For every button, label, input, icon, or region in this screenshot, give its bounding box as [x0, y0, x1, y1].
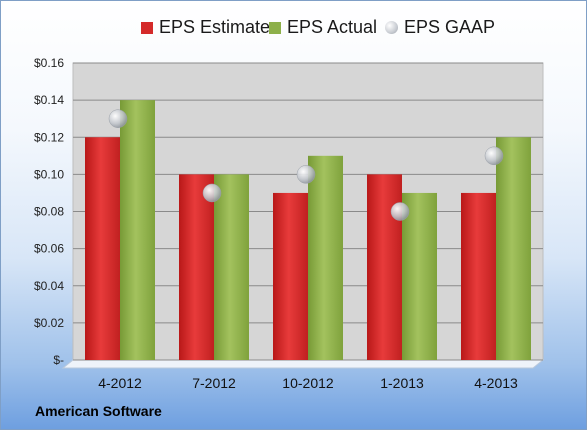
x-tick-label: 4-2013 — [474, 375, 518, 391]
y-tick-label: $- — [53, 353, 64, 367]
legend-label-eps-estimate: EPS Estimate — [159, 17, 271, 37]
y-tick-label: $0.16 — [34, 56, 64, 70]
bar-eps-actual — [120, 100, 155, 360]
x-tick-label: 1-2013 — [380, 375, 424, 391]
chart-plot: $0.16 $0.14 $0.12 $0.10 $0.08 $0.06 $0.04 $0.02… — [34, 56, 545, 391]
bar-eps-actual — [308, 155, 343, 360]
bar-eps-estimate — [461, 192, 496, 360]
y-tick-label: $0.08 — [34, 205, 64, 219]
legend-item-eps-actual: EPS Actual — [269, 17, 377, 38]
x-tick-label: 10-2012 — [282, 375, 334, 391]
legend-item-eps-estimate: EPS Estimate — [141, 17, 270, 38]
y-tick-label: $0.12 — [34, 130, 64, 144]
legend-marker-eps-gaap — [385, 21, 398, 34]
point-eps-gaap — [202, 183, 222, 203]
legend-label-eps-actual: EPS Actual — [287, 17, 378, 37]
point-eps-gaap — [484, 146, 504, 166]
bar-eps-actual — [214, 174, 249, 360]
legend-label-eps-gaap: EPS GAAP — [404, 17, 496, 37]
bar-eps-estimate — [179, 174, 214, 360]
bar-eps-actual — [402, 192, 437, 360]
legend-swatch-eps-actual — [269, 21, 281, 34]
bar-eps-actual — [496, 137, 531, 360]
legend-item-eps-gaap: EPS GAAP — [385, 17, 495, 38]
y-tick-label: $0.02 — [34, 316, 64, 330]
legend-swatch-eps-estimate — [141, 21, 153, 34]
point-eps-gaap — [296, 165, 316, 184]
plot-floor — [61, 359, 545, 369]
point-eps-gaap — [108, 109, 128, 128]
x-tick-label: 7-2012 — [192, 375, 236, 391]
y-tick-label: $0.06 — [34, 242, 64, 256]
legend: EPS Estimate EPS Actual EPS GAAP — [1, 17, 586, 43]
bar-eps-estimate — [85, 137, 120, 360]
bar-eps-estimate — [367, 174, 402, 360]
x-tick-label: 4-2012 — [98, 375, 142, 391]
bar-eps-estimate — [273, 192, 308, 360]
y-tick-label: $0.04 — [34, 279, 64, 293]
y-tick-label: $0.10 — [34, 167, 64, 181]
point-eps-gaap — [390, 202, 410, 221]
y-tick-label: $0.14 — [34, 93, 64, 107]
company-label: American Software — [35, 403, 162, 419]
